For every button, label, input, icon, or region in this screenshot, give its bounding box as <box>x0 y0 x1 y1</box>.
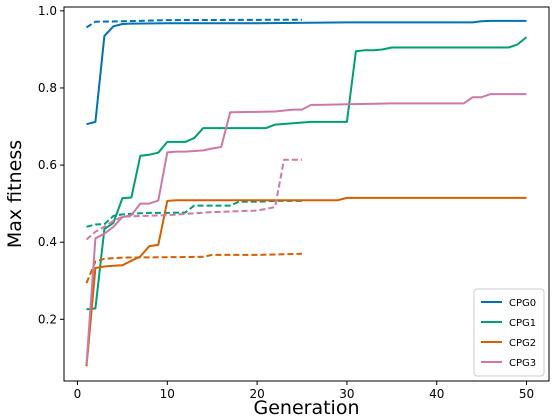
legend-box <box>473 288 545 377</box>
x-axis-title: Generation <box>254 397 360 419</box>
series-line-cpg3-solid <box>85 93 527 365</box>
y-tick-label: 0.8 <box>38 81 57 95</box>
series-line-cpg1-dashed <box>86 199 302 228</box>
y-tick-label: 0.6 <box>38 158 57 172</box>
axes: 0 10 20 30 40 50 0.2 0.4 0.6 0.8 1.0 <box>38 4 550 401</box>
x-axis-ticks: 0 10 20 30 40 50 <box>74 381 534 401</box>
y-tick-label: 0.4 <box>38 235 57 249</box>
x-tick-label: 50 <box>519 387 534 401</box>
legend-label-cpg0: CPG0 <box>509 298 536 309</box>
legend-label-cpg2: CPG2 <box>509 338 536 349</box>
series-lines <box>85 18 528 367</box>
x-tick-label: 20 <box>249 387 264 401</box>
series-line-cpg2-solid <box>85 196 527 367</box>
x-tick-label: 0 <box>74 387 82 401</box>
y-tick-label: 1.0 <box>38 4 57 18</box>
series-line-cpg2-dashed <box>85 252 303 284</box>
x-tick-label: 40 <box>429 387 444 401</box>
plot-area <box>85 18 528 367</box>
series-line-cpg3-dashed <box>85 158 302 241</box>
x-tick-label: 30 <box>339 387 354 401</box>
y-axis-ticks: 0.2 0.4 0.6 0.8 1.0 <box>38 4 64 326</box>
legend-label-cpg3: CPG3 <box>509 358 536 369</box>
series-line-cpg1-solid <box>86 36 528 311</box>
series-line-cpg0-dashed <box>85 18 303 29</box>
legend: CPG0 CPG1 CPG2 CPG3 <box>473 288 545 377</box>
series-line-cpg0-solid <box>86 19 527 126</box>
x-tick-label: 10 <box>160 387 175 401</box>
legend-label-cpg1: CPG1 <box>509 318 536 329</box>
y-tick-label: 0.2 <box>38 312 57 326</box>
plot-frame <box>63 6 550 382</box>
y-axis-title: Max fitness <box>4 140 26 248</box>
